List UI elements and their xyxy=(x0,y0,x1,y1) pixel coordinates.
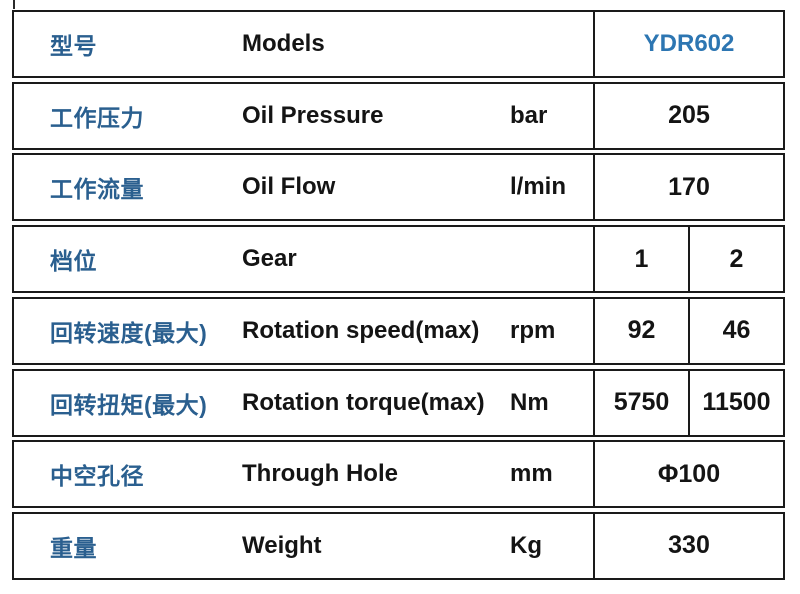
zh-label: 型号 xyxy=(50,33,97,59)
value-cell-gear-2: 11500 xyxy=(688,370,783,435)
en-label: Oil Flow xyxy=(242,173,336,201)
value-cell-gear-2: 46 xyxy=(688,298,783,363)
zh-label: 中空孔径 xyxy=(50,463,144,490)
zh-label: 重量 xyxy=(50,534,97,561)
unit-label: Kg xyxy=(510,531,542,559)
value-zone: 205 xyxy=(593,83,783,148)
value-cell-gear-1: 5750 xyxy=(613,388,670,417)
stray-mark xyxy=(13,0,15,9)
table-row-gear: 档位 Gear 1 2 xyxy=(12,225,785,294)
zh-label: 档位 xyxy=(50,248,97,275)
value-zone: YDR602 xyxy=(593,12,783,76)
zh-label: 回转扭矩(最大) xyxy=(50,391,208,418)
unit-label: rpm xyxy=(510,316,556,344)
unit-label: bar xyxy=(510,101,548,129)
table-row-oil-pressure: 工作压力 Oil Pressure bar 205 xyxy=(12,81,785,150)
en-label: Weight xyxy=(242,531,322,559)
value-zone: Φ100 xyxy=(593,442,783,507)
value-cell-gear-1: 1 xyxy=(634,244,649,273)
zh-label: 回转速度(最大) xyxy=(50,319,208,346)
value-cell: 170 xyxy=(668,172,710,201)
table-row-models: 型号 Models YDR602 xyxy=(12,10,785,78)
value-cell: YDR602 xyxy=(643,30,735,57)
table-row-rotation-torque: 回转扭矩(最大) Rotation torque(max) Nm 5750 11… xyxy=(12,368,785,437)
en-label: Rotation torque(max) xyxy=(242,388,485,416)
unit-label: Nm xyxy=(510,388,549,416)
en-label: Models xyxy=(242,30,325,57)
table-row-oil-flow: 工作流量 Oil Flow l/min 170 xyxy=(12,153,785,222)
zh-label: 工作压力 xyxy=(50,104,144,131)
unit-label: l/min xyxy=(510,173,567,201)
en-label: Gear xyxy=(242,245,297,273)
table-row-through-hole: 中空孔径 Through Hole mm Φ100 xyxy=(12,440,785,509)
value-zone: 92 46 xyxy=(593,298,783,363)
en-label: Rotation speed(max) xyxy=(242,316,480,344)
table-row-weight: 重量 Weight Kg 330 xyxy=(12,511,785,580)
value-zone: 170 xyxy=(593,155,783,220)
value-cell: 205 xyxy=(668,101,710,130)
spec-table: 型号 Models YDR602 工作压力 Oil Pressure bar 2… xyxy=(12,10,785,580)
unit-label xyxy=(496,12,593,76)
value-zone: 1 2 xyxy=(593,227,783,292)
value-cell-gear-2: 2 xyxy=(688,227,783,292)
value-zone: 5750 11500 xyxy=(593,370,783,435)
value-cell-gear-1: 92 xyxy=(627,316,656,345)
unit-label xyxy=(496,227,593,291)
en-label: Through Hole xyxy=(242,460,398,488)
zh-label: 工作流量 xyxy=(50,176,144,203)
value-cell: Φ100 xyxy=(657,459,721,488)
table-row-rotation-speed: 回转速度(最大) Rotation speed(max) rpm 92 46 xyxy=(12,296,785,365)
value-zone: 330 xyxy=(593,513,783,578)
value-cell: 330 xyxy=(668,531,710,560)
en-label: Oil Pressure xyxy=(242,101,384,129)
unit-label: mm xyxy=(510,460,553,488)
